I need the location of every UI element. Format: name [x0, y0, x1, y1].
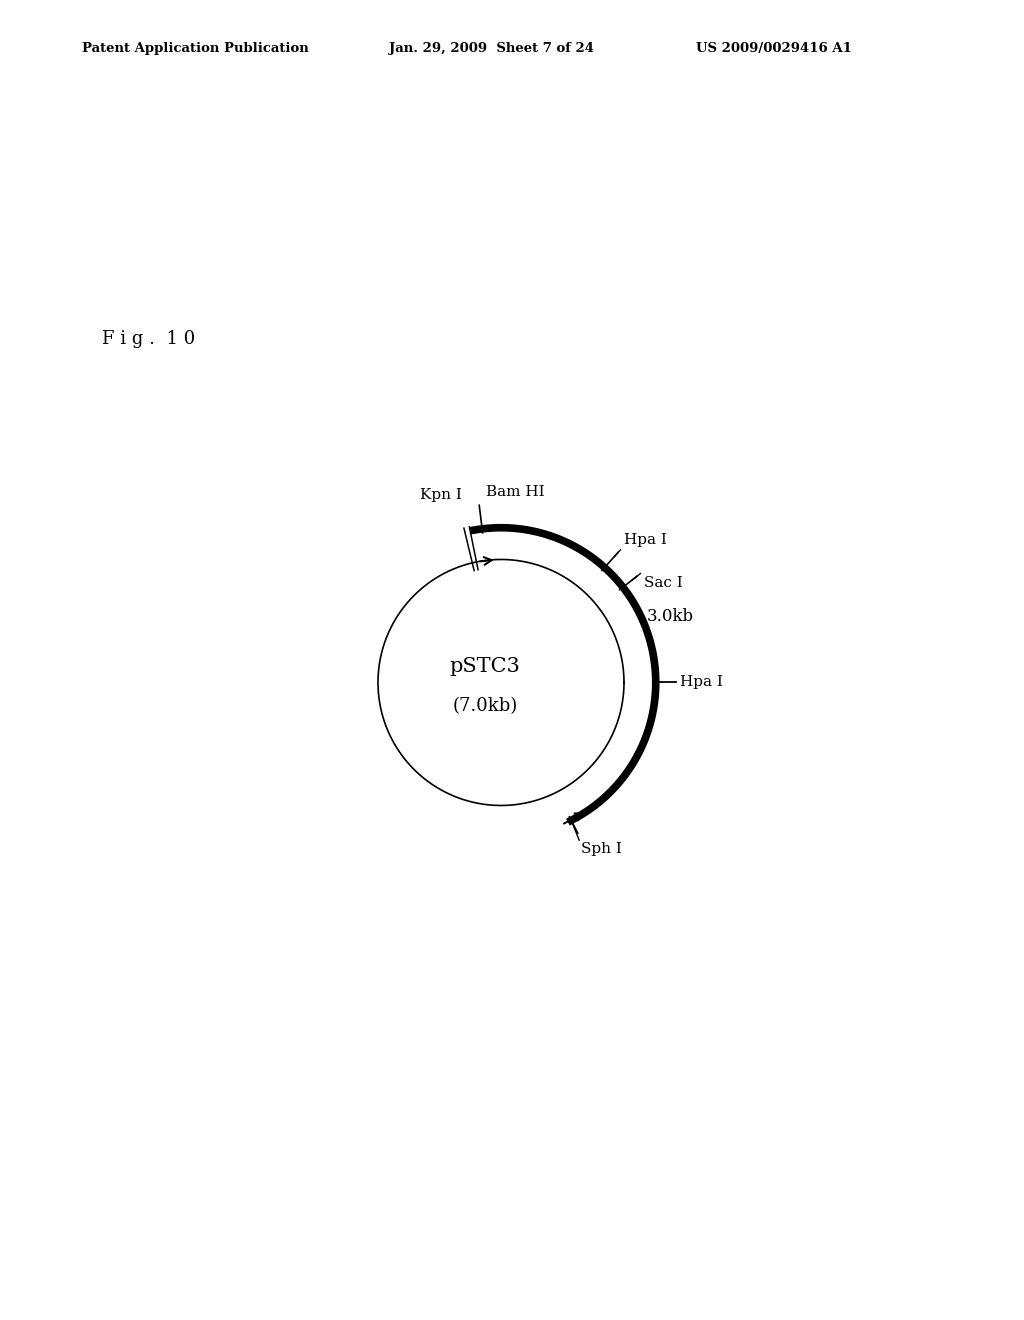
- Text: US 2009/0029416 A1: US 2009/0029416 A1: [696, 42, 852, 55]
- Text: Sph I: Sph I: [581, 842, 622, 855]
- Text: Hpa I: Hpa I: [680, 676, 722, 689]
- Text: Jan. 29, 2009  Sheet 7 of 24: Jan. 29, 2009 Sheet 7 of 24: [389, 42, 594, 55]
- Text: Sac I: Sac I: [644, 576, 683, 590]
- Text: 3.0kb: 3.0kb: [647, 609, 694, 624]
- Text: pSTC3: pSTC3: [450, 657, 520, 676]
- Text: Hpa I: Hpa I: [625, 533, 668, 548]
- Text: Bam HI: Bam HI: [486, 484, 545, 499]
- Text: Patent Application Publication: Patent Application Publication: [82, 42, 308, 55]
- Text: (7.0kb): (7.0kb): [453, 697, 518, 715]
- Text: Kpn I: Kpn I: [420, 487, 462, 502]
- Text: F i g .  1 0: F i g . 1 0: [102, 330, 196, 348]
